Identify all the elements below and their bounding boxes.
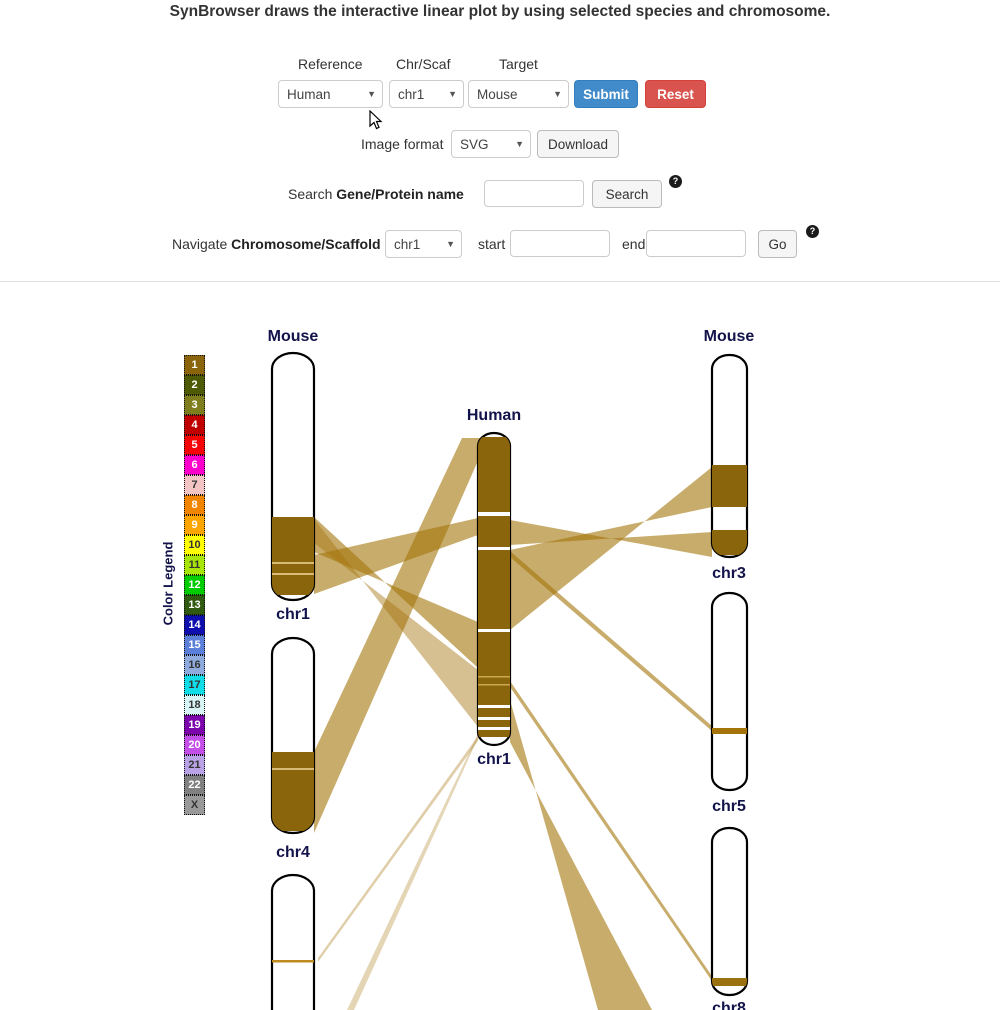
legend-item[interactable]: 4 bbox=[184, 415, 205, 435]
mouse-chr3-label: chr3 bbox=[712, 565, 746, 582]
target-select[interactable]: Mouse bbox=[468, 80, 569, 108]
mouse-chr6-blocks[interactable] bbox=[272, 960, 314, 963]
mouse-chr8-label: chr8 bbox=[712, 1000, 746, 1010]
start-label: start bbox=[478, 236, 506, 252]
legend-item[interactable]: 5 bbox=[184, 435, 205, 455]
human-chr1-label: chr1 bbox=[477, 751, 511, 768]
navigate-label-bold: Chromosome/Scaffold bbox=[231, 236, 381, 252]
search-label-bold: Gene/Protein name bbox=[336, 186, 464, 202]
right-species-label: Mouse bbox=[704, 328, 755, 345]
legend-item[interactable]: 16 bbox=[184, 655, 205, 675]
go-button[interactable]: Go bbox=[758, 230, 797, 258]
legend-item[interactable]: 22 bbox=[184, 775, 205, 795]
section-divider bbox=[0, 281, 1000, 282]
center-species-label: Human bbox=[467, 407, 521, 424]
navigate-label: Navigate Chromosome/Scaffold bbox=[172, 236, 381, 252]
synteny-ribbon-human-bottom[interactable] bbox=[510, 700, 652, 1010]
legend-item[interactable]: 13 bbox=[184, 595, 205, 615]
legend-item[interactable]: 7 bbox=[184, 475, 205, 495]
synteny-ribbon-human-chrLP[interactable] bbox=[318, 736, 478, 962]
reference-label: Reference bbox=[298, 56, 363, 72]
legend-item[interactable]: 1 bbox=[184, 355, 205, 375]
reset-button[interactable]: Reset bbox=[645, 80, 706, 108]
search-button[interactable]: Search bbox=[592, 180, 662, 208]
legend-item[interactable]: X bbox=[184, 795, 205, 815]
chrscaf-select-wrap: chr1 ▼ bbox=[389, 80, 464, 108]
mouse-chr3-blocks[interactable] bbox=[712, 465, 747, 555]
synteny-ribbon-chr1L-human-c[interactable] bbox=[314, 518, 478, 594]
synteny-ribbon-human-chr8[interactable] bbox=[510, 681, 714, 984]
synteny-ribbon-human-lowerleft[interactable] bbox=[347, 734, 478, 1010]
search-input[interactable] bbox=[484, 180, 584, 207]
legend-item[interactable]: 18 bbox=[184, 695, 205, 715]
legend-item[interactable]: 2 bbox=[184, 375, 205, 395]
reference-select[interactable]: Human bbox=[278, 80, 383, 108]
legend-item[interactable]: 3 bbox=[184, 395, 205, 415]
ribbon-layer bbox=[314, 438, 714, 1010]
mouse-chr6-capsule-partial[interactable] bbox=[270, 873, 316, 1010]
legend-item[interactable]: 10 bbox=[184, 535, 205, 555]
end-label: end bbox=[622, 236, 646, 252]
search-label-prefix: Search bbox=[288, 186, 337, 202]
image-format-select[interactable]: SVG bbox=[451, 130, 531, 158]
legend-item[interactable]: 11 bbox=[184, 555, 205, 575]
navigate-help-icon[interactable]: ? bbox=[806, 225, 819, 238]
mouse-chr5-capsule[interactable] bbox=[710, 591, 749, 792]
mouse-cursor-icon bbox=[369, 110, 383, 130]
navigate-chr-select-wrap: chr1 ▼ bbox=[385, 230, 462, 258]
color-legend: 1 2 3 4 5 6 7 8 9 10 11 12 13 14 15 16 1… bbox=[184, 355, 205, 815]
mouse-chr5-blocks[interactable] bbox=[712, 728, 747, 734]
mouse-chr4-blocks[interactable] bbox=[272, 752, 314, 831]
end-input[interactable] bbox=[646, 230, 746, 257]
chrscaf-select[interactable]: chr1 bbox=[389, 80, 464, 108]
image-format-label: Image format bbox=[361, 136, 444, 152]
navigate-label-prefix: Navigate bbox=[172, 236, 232, 252]
chrscaf-label: Chr/Scaf bbox=[396, 56, 451, 72]
mouse-chr1-label: chr1 bbox=[276, 606, 310, 623]
page-title: SynBrowser draws the interactive linear … bbox=[169, 3, 831, 20]
download-button[interactable]: Download bbox=[537, 130, 619, 158]
legend-item[interactable]: 6 bbox=[184, 455, 205, 475]
search-help-icon[interactable]: ? bbox=[669, 175, 682, 188]
mouse-chr8-capsule[interactable] bbox=[710, 826, 749, 997]
synteny-ribbon-human-chr3-a[interactable] bbox=[510, 467, 712, 630]
mouse-chr8-blocks[interactable] bbox=[712, 978, 747, 986]
legend-item[interactable]: 17 bbox=[184, 675, 205, 695]
target-select-wrap: Mouse ▼ bbox=[468, 80, 569, 108]
navigate-chr-select[interactable]: chr1 bbox=[385, 230, 462, 258]
legend-item[interactable]: 12 bbox=[184, 575, 205, 595]
legend-item[interactable]: 8 bbox=[184, 495, 205, 515]
synteny-ribbon-human-chr5[interactable] bbox=[510, 551, 712, 731]
legend-item[interactable]: 15 bbox=[184, 635, 205, 655]
synteny-plot: Mouse Human Mouse chr1 chr4 chr1 chr3 ch… bbox=[268, 328, 755, 1010]
mouse-chr5-label: chr5 bbox=[712, 798, 746, 815]
start-input[interactable] bbox=[510, 230, 610, 257]
legend-item[interactable]: 20 bbox=[184, 735, 205, 755]
image-format-select-wrap: SVG ▼ bbox=[451, 130, 531, 158]
human-chr1-blocks[interactable] bbox=[478, 437, 510, 737]
mouse-chr1-blocks[interactable] bbox=[272, 517, 314, 595]
legend-item[interactable]: 21 bbox=[184, 755, 205, 775]
legend-item[interactable]: 14 bbox=[184, 615, 205, 635]
mouse-chr3-capsule[interactable] bbox=[710, 353, 749, 559]
mouse-chr4-label: chr4 bbox=[276, 844, 310, 861]
legend-item[interactable]: 9 bbox=[184, 515, 205, 535]
target-label: Target bbox=[499, 56, 538, 72]
reference-select-wrap: Human ▼ bbox=[278, 80, 383, 108]
submit-button[interactable]: Submit bbox=[574, 80, 638, 108]
synteny-ribbon-human-chr3-b[interactable] bbox=[510, 520, 712, 557]
legend-item[interactable]: 19 bbox=[184, 715, 205, 735]
search-label: Search Gene/Protein name bbox=[288, 186, 464, 202]
left-species-label: Mouse bbox=[268, 328, 319, 345]
